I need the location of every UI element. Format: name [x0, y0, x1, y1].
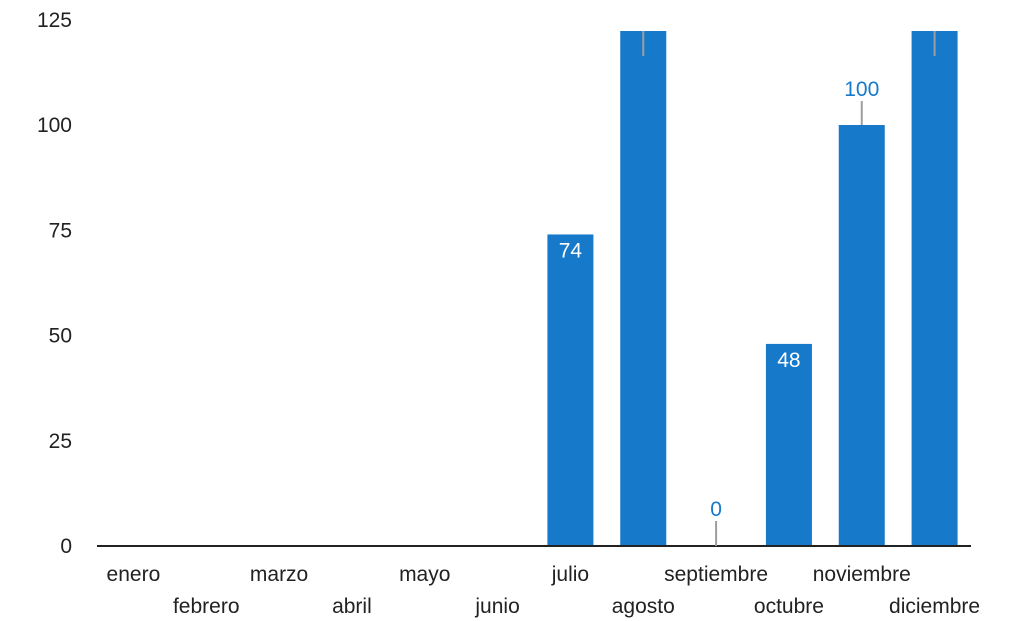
x-tick-label: abril — [332, 595, 372, 618]
y-tick-label: 100 — [37, 114, 72, 137]
y-axis-ticks: 0 25 50 75 100 125 — [37, 9, 72, 558]
x-tick-label: julio — [551, 563, 589, 586]
bar-diciembre[interactable] — [911, 31, 958, 546]
data-labels: 74 0 48 100 — [559, 31, 936, 546]
x-tick-label: marzo — [250, 563, 308, 586]
x-tick-label: septiembre — [664, 563, 768, 586]
x-tick-label: febrero — [173, 595, 240, 618]
y-tick-label: 75 — [49, 219, 72, 242]
x-tick-label: enero — [107, 563, 161, 586]
y-tick-label: 0 — [60, 535, 72, 558]
y-tick-label: 125 — [37, 9, 72, 32]
x-tick-label: mayo — [399, 563, 450, 586]
bar-noviembre[interactable] — [838, 125, 885, 546]
bar-agosto[interactable] — [620, 31, 667, 546]
data-label: 100 — [844, 78, 879, 101]
x-tick-label: diciembre — [889, 595, 980, 618]
x-tick-label: agosto — [612, 595, 675, 618]
bar-octubre[interactable] — [765, 343, 812, 546]
y-tick-label: 50 — [49, 325, 72, 348]
bar-julio[interactable] — [547, 234, 594, 546]
data-label: 48 — [777, 349, 800, 372]
y-tick-label: 25 — [49, 430, 72, 453]
x-tick-label: noviembre — [813, 563, 911, 586]
x-tick-label: junio — [474, 595, 519, 618]
data-label: 74 — [559, 239, 583, 262]
x-tick-label: octubre — [754, 595, 824, 618]
data-label: 0 — [710, 498, 722, 521]
bars — [547, 31, 958, 546]
x-axis-ticks: enero febrero marzo abril mayo junio julio agos… — [107, 563, 981, 618]
